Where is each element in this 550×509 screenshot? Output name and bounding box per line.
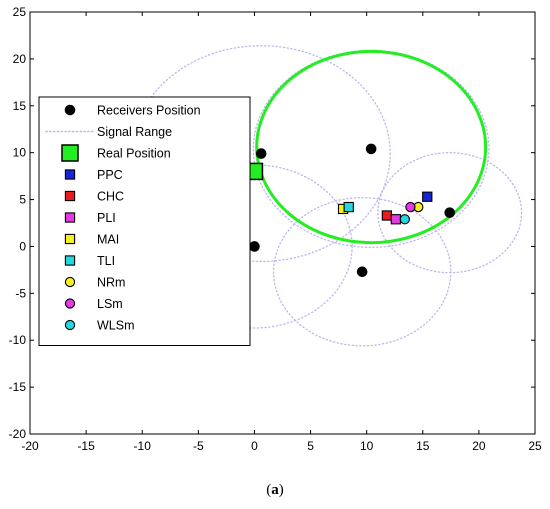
figure-caption: (a)	[266, 482, 284, 498]
x-tick-label: 15	[416, 439, 430, 453]
receiver-point-5	[444, 207, 456, 218]
y-tick-label: 20	[13, 52, 27, 66]
legend-marker-wlsm	[64, 319, 76, 331]
plot-frame	[29, 11, 536, 435]
y-tick-label: -20	[9, 427, 27, 441]
signal-range-circle-5	[377, 152, 523, 274]
estimate-region	[255, 49, 488, 245]
y-tick-label: 5	[19, 193, 26, 207]
x-tick-label: 10	[360, 439, 374, 453]
legend-marker-nrm	[64, 276, 76, 288]
legend-marker-mai	[64, 233, 76, 245]
legend-marker-tli	[64, 255, 76, 266]
estimate-pli-marker	[390, 214, 401, 225]
receivers	[249, 143, 456, 278]
legend-label-chc: CHC	[97, 190, 124, 204]
estimate-lsm-marker	[405, 201, 416, 213]
legend: Receivers Position Signal Range Real Posit…	[38, 96, 251, 346]
caption-close: )	[279, 482, 284, 498]
estimate-chc-marker	[381, 210, 393, 221]
legend-label-tli: TLI	[97, 254, 115, 268]
estimate-wlsm-marker	[399, 214, 410, 225]
x-tick-label: -20	[21, 439, 39, 453]
estimate-region-ellipse	[255, 49, 488, 245]
legend-label-real-position: Real Position	[97, 147, 171, 161]
y-tick-label: 25	[13, 5, 27, 19]
legend-label-lsm: LSm	[97, 297, 123, 311]
legend-marker-receivers-position	[64, 104, 76, 116]
signal-range-circle-4	[272, 197, 452, 347]
legend-marker-real-position	[61, 144, 79, 162]
x-tick-label: -5	[193, 439, 204, 453]
legend-label-ppc: PPC	[97, 168, 123, 182]
legend-label-signal-range: Signal Range	[97, 125, 172, 139]
x-tick-label: -15	[77, 439, 95, 453]
y-tick-label: -15	[9, 380, 27, 394]
caption-letter: a	[271, 482, 279, 498]
legend-label-wlsm: WLSm	[97, 319, 135, 333]
x-tick-label: -10	[134, 439, 152, 453]
y-tick-label: 0	[19, 239, 26, 253]
x-tick-label: 25	[528, 439, 542, 453]
caption-open: (	[266, 482, 271, 498]
y-tick-label: 10	[13, 146, 27, 160]
estimates	[337, 191, 433, 225]
x-tick-label: 0	[251, 439, 258, 453]
x-tick-label: 5	[307, 439, 314, 453]
axis-ticks: -20 -15 -10 -5 0 5 10 15 20 25 -20 -15 -10 -5 0 5 10 15 20…	[9, 5, 542, 453]
legend-marker-chc	[64, 190, 76, 202]
estimate-tli-marker	[343, 201, 354, 213]
receiver-point-3	[249, 241, 260, 252]
legend-marker-ppc	[64, 169, 76, 180]
y-tick-label: -5	[15, 286, 26, 300]
legend-label-nrm: NRm	[97, 276, 125, 290]
y-tick-label: 15	[13, 99, 27, 113]
legend-label-mai: MAI	[97, 233, 119, 247]
estimate-ppc-marker	[422, 191, 433, 202]
receiver-point-1	[255, 148, 267, 159]
legend-marker-pli	[64, 212, 76, 223]
legend-label-receivers-position: Receivers Position	[97, 104, 201, 118]
legend-marker-lsm	[64, 298, 76, 309]
legend-label-pli: PLI	[97, 211, 116, 225]
receiver-point-4	[356, 266, 368, 278]
receiver-point-2	[365, 143, 377, 155]
y-tick-label: -10	[9, 333, 27, 347]
x-tick-label: 20	[472, 439, 486, 453]
